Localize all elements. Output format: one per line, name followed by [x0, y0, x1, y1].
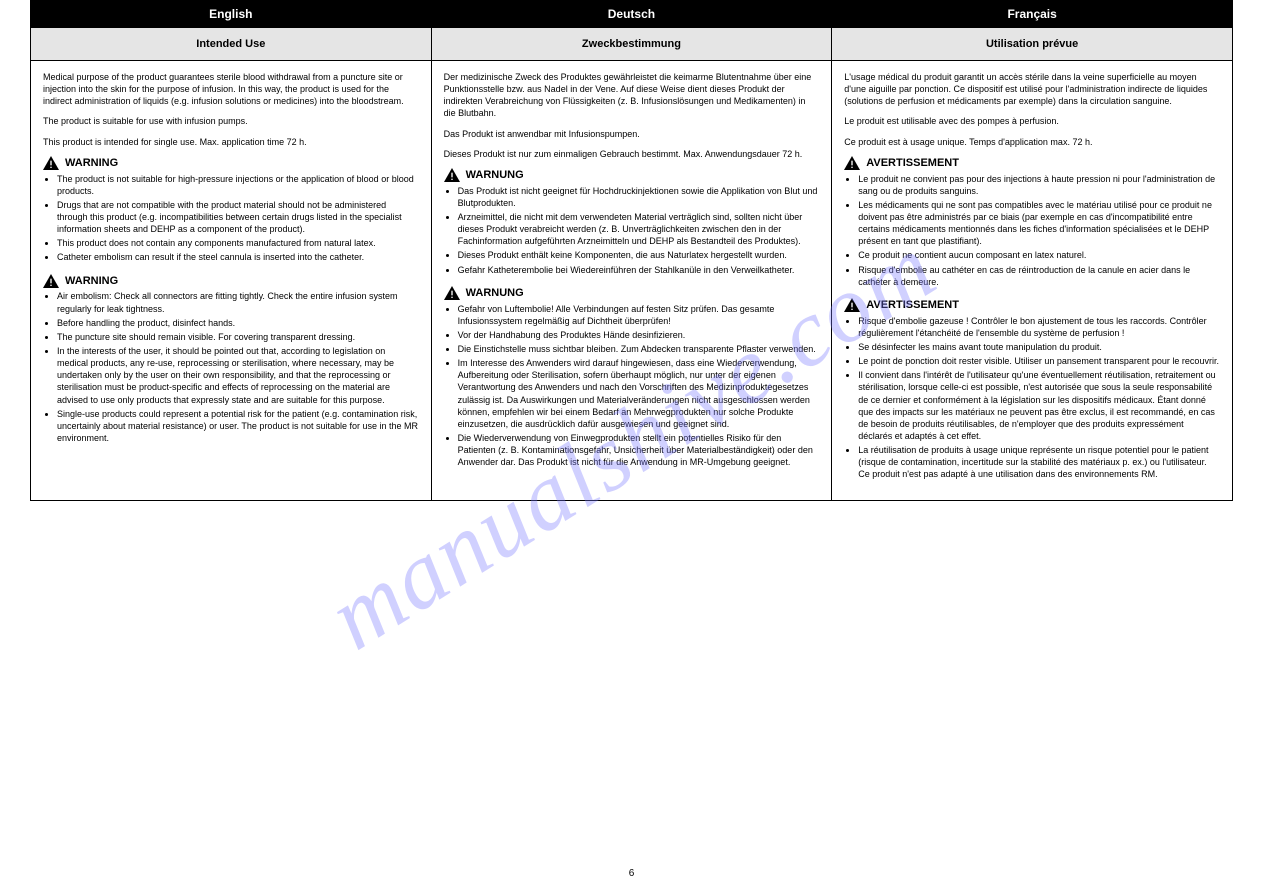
de-w2-5: Die Wiederverwendung von Einwegprodukten… — [458, 432, 820, 468]
en-w2-3: The puncture site should remain visible.… — [57, 331, 419, 343]
de-p3: Dieses Produkt ist nur zum einmaligen Ge… — [444, 148, 820, 160]
de-w1-2: Arzneimittel, die nicht mit dem verwende… — [458, 211, 820, 247]
de-w2-1: Gefahr von Luftembolie! Alle Verbindunge… — [458, 303, 820, 327]
de-w1-1: Das Produkt ist nicht geeignet für Hochd… — [458, 185, 820, 209]
de-w2-2: Vor der Handhabung des Produktes Hände d… — [458, 329, 820, 341]
en-w2-4: In the interests of the user, it should … — [57, 345, 419, 406]
warning-icon — [43, 274, 59, 288]
en-w2-2: Before handling the product, disinfect h… — [57, 317, 419, 329]
warning-icon — [844, 156, 860, 170]
de-w2-4: Im Interesse des Anwenders wird darauf h… — [458, 357, 820, 430]
de-w1-title: WARNUNG — [466, 168, 524, 183]
fr-p1: L'usage médical du produit garantit un a… — [844, 71, 1220, 107]
fr-w1-title: AVERTISSEMENT — [866, 156, 959, 171]
fr-w2-1: Risque d'embolie gazeuse ! Contrôler le … — [858, 315, 1220, 339]
fr-w2-5: La réutilisation de produits à usage uni… — [858, 444, 1220, 480]
en-p1: Medical purpose of the product guarantee… — [43, 71, 419, 107]
en-w2-title: WARNING — [65, 274, 118, 289]
cell-fr: L'usage médical du produit garantit un a… — [832, 61, 1233, 501]
fr-w2-title: AVERTISSEMENT — [866, 298, 959, 313]
en-w1-4: Catheter embolism can result if the stee… — [57, 251, 419, 263]
en-w2-5: Single-use products could represent a po… — [57, 408, 419, 444]
body-row: Medical purpose of the product guarantee… — [31, 61, 1233, 501]
page-number: 6 — [629, 868, 635, 879]
en-w1-2: Drugs that are not compatible with the p… — [57, 199, 419, 235]
de-p2: Das Produkt ist anwendbar mit Infusionsp… — [444, 128, 820, 140]
fr-w2-4: Il convient dans l'intérêt de l'utilisat… — [858, 369, 1220, 442]
de-p1: Der medizinische Zweck des Produktes gew… — [444, 71, 820, 120]
fr-w1-2: Les médicaments qui ne sont pas compatib… — [858, 199, 1220, 248]
en-w1-3: This product does not contain any compon… — [57, 237, 419, 249]
warning-icon — [444, 286, 460, 300]
header-fr: Français — [832, 1, 1233, 28]
en-w2-1: Air embolism: Check all connectors are f… — [57, 290, 419, 314]
en-warning-1: WARNING The product is not suitable for … — [43, 156, 419, 264]
header-en: English — [31, 1, 432, 28]
cell-de: Der medizinische Zweck des Produktes gew… — [431, 61, 832, 501]
subheader-fr: Utilisation prévue — [832, 28, 1233, 61]
en-w1-1: The product is not suitable for high-pre… — [57, 173, 419, 197]
en-p3: This product is intended for single use.… — [43, 136, 419, 148]
fr-warning-2: AVERTISSEMENT Risque d'embolie gazeuse !… — [844, 298, 1220, 481]
de-w2-title: WARNUNG — [466, 286, 524, 301]
en-warning-2: WARNING Air embolism: Check all connecto… — [43, 274, 419, 445]
header-row: English Deutsch Français — [31, 1, 1233, 28]
intended-use-table: English Deutsch Français Intended Use Zw… — [30, 0, 1233, 501]
warning-icon — [844, 298, 860, 312]
fr-w1-3: Ce produit ne contient aucun composant e… — [858, 249, 1220, 261]
subheader-en: Intended Use — [31, 28, 432, 61]
fr-warning-1: AVERTISSEMENT Le produit ne convient pas… — [844, 156, 1220, 288]
de-w1-4: Gefahr Katheterembolie bei Wiedereinführ… — [458, 264, 820, 276]
subheader-de: Zweckbestimmung — [431, 28, 832, 61]
de-warning-2: WARNUNG Gefahr von Luftembolie! Alle Ver… — [444, 286, 820, 469]
cell-en: Medical purpose of the product guarantee… — [31, 61, 432, 501]
fr-p2: Le produit est utilisable avec des pompe… — [844, 115, 1220, 127]
warning-icon — [444, 168, 460, 182]
de-w2-3: Die Einstichstelle muss sichtbar bleiben… — [458, 343, 820, 355]
fr-w1-4: Risque d'embolie au cathéter en cas de r… — [858, 264, 1220, 288]
fr-w2-2: Se désinfecter les mains avant toute man… — [858, 341, 1220, 353]
en-p2: The product is suitable for use with inf… — [43, 115, 419, 127]
en-w1-title: WARNING — [65, 156, 118, 171]
fr-w2-3: Le point de ponction doit rester visible… — [858, 355, 1220, 367]
header-de: Deutsch — [431, 1, 832, 28]
de-warning-1: WARNUNG Das Produkt ist nicht geeignet f… — [444, 168, 820, 276]
warning-icon — [43, 156, 59, 170]
de-w1-3: Dieses Produkt enthält keine Komponenten… — [458, 249, 820, 261]
fr-w1-1: Le produit ne convient pas pour des inje… — [858, 173, 1220, 197]
subheader-row: Intended Use Zweckbestimmung Utilisation… — [31, 28, 1233, 61]
fr-p3: Ce produit est à usage unique. Temps d'a… — [844, 136, 1220, 148]
